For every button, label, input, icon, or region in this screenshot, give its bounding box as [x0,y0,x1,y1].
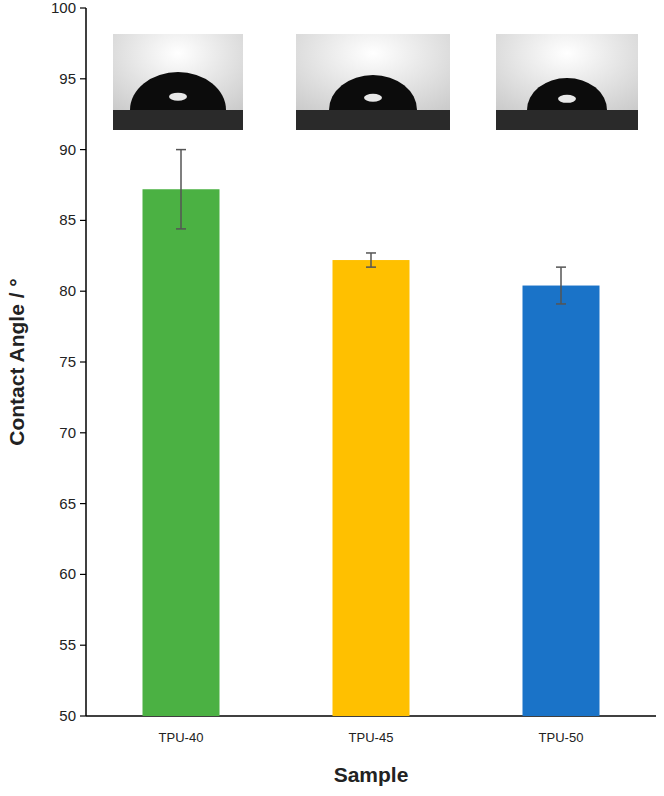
error-cap [366,266,376,268]
y-tick-label: 100 [51,0,76,16]
error-cap [366,252,376,254]
error-cap [176,149,186,151]
error-stem [180,150,182,229]
y-tick [80,291,86,292]
error-bar [176,150,186,229]
image-bg [296,34,450,130]
bar [333,260,410,716]
highlight [364,94,382,102]
x-tick-label: TPU-40 [159,730,204,745]
y-axis-title: Contact Angle / ° [5,278,28,445]
error-cap [176,228,186,230]
droplet-image [113,34,243,130]
y-tick [80,78,86,79]
y-tick [80,220,86,221]
y-tick [80,149,86,150]
image-bg [496,34,638,130]
droplet [527,78,607,110]
y-tick [80,432,86,433]
x-axis-title: Sample [334,763,409,786]
y-tick [80,574,86,575]
y-tick [80,361,86,362]
substrate [496,110,638,130]
droplet [130,72,226,110]
chart: 50 55 60 65 70 75 80 85 90 95 100 TPU-40 TPU-45 TPU-5… [0,0,664,796]
y-tick-label: 60 [59,565,76,582]
error-bar [556,267,566,304]
x-tick-label: TPU-50 [539,730,584,745]
y-tick-label: 80 [59,282,76,299]
y-tick-label: 70 [59,424,76,441]
bar [523,286,600,716]
highlight [169,93,187,101]
y-tick-label: 75 [59,353,76,370]
error-cap [556,303,566,305]
image-bg [113,34,243,130]
y-tick [80,645,86,646]
substrate [113,110,243,130]
error-stem [560,267,562,304]
plot-area [143,150,600,716]
bar [143,189,220,716]
y-tick-label: 55 [59,636,76,653]
y-tick-label: 90 [59,141,76,158]
droplet-image [296,34,450,130]
error-stem [370,253,372,267]
y-tick-label: 65 [59,495,76,512]
error-bar [366,253,376,267]
highlight [558,95,576,103]
y-tick-label: 50 [59,707,76,724]
droplet [329,75,417,110]
x-tick-label: TPU-45 [349,730,394,745]
y-tick [80,715,86,716]
y-tick-label: 85 [59,211,76,228]
y-tick-label: 95 [59,70,76,87]
substrate [296,110,450,130]
droplet-image [496,34,638,130]
y-tick [80,7,86,8]
error-cap [556,266,566,268]
y-tick [80,503,86,504]
